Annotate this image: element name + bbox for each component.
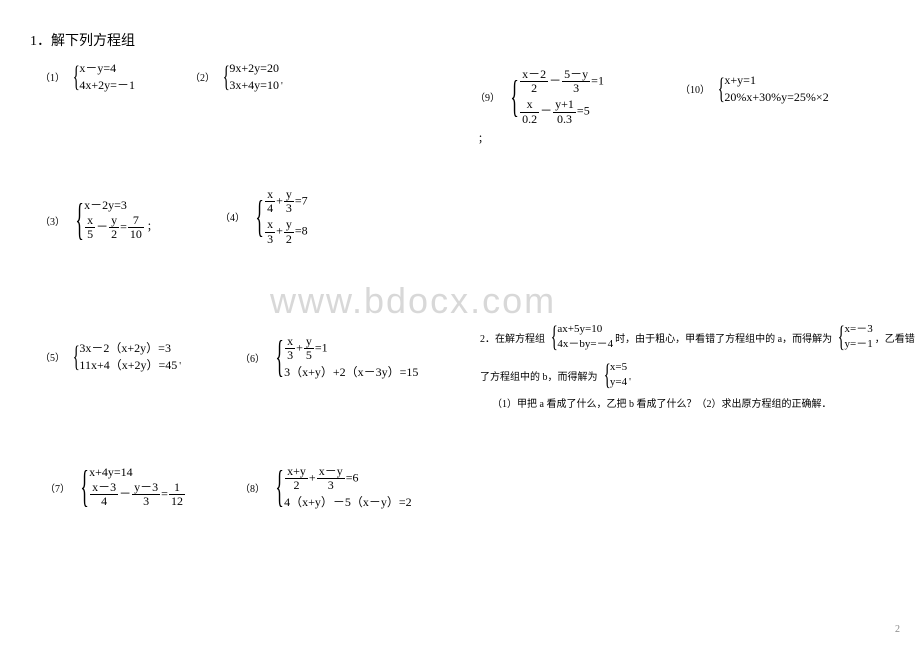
brace: { <box>838 322 845 352</box>
eq: 3x－2（x+2y）=3 <box>79 340 181 357</box>
label-6: （6） <box>240 350 265 365</box>
brace: { <box>510 75 518 119</box>
eq: x5－y2=710； <box>84 214 157 241</box>
brace: { <box>223 62 230 92</box>
q2-line2: 了方程组中的 b，而得解为 { x=5 y=4' <box>478 360 631 391</box>
eq: x+y=1 <box>724 72 828 89</box>
eq: 3x+4y=10' <box>229 77 282 94</box>
label-4: （4） <box>220 209 245 224</box>
brace: { <box>255 195 263 239</box>
problem-7: （7） { x+4y=14 x－34－y－33=112 <box>45 465 186 509</box>
brace: { <box>80 465 88 509</box>
eq: x－22－5－y3=1 <box>519 68 604 95</box>
watermark: www.bdocx.com <box>270 280 556 322</box>
brace: { <box>73 342 80 372</box>
page-title: 1．解下列方程组 <box>30 30 135 50</box>
text: ，乙看错 <box>875 330 915 345</box>
eq: x－34－y－33=112 <box>89 481 186 508</box>
brace: { <box>275 465 283 509</box>
text: （1）甲把 a 看成了什么，乙把 b 看成了什么？（2）求出原方程组的正确解． <box>492 395 831 410</box>
q2-line3: （1）甲把 a 看成了什么，乙把 b 看成了什么？（2）求出原方程组的正确解． <box>490 395 833 410</box>
eq: x－2y=3 <box>84 199 157 212</box>
brace: { <box>275 335 283 379</box>
brace: { <box>75 198 83 242</box>
eq: x0.2－y+10.3=5 <box>519 98 604 125</box>
problem-3: （3） { x－2y=3 x5－y2=710； <box>40 198 157 242</box>
eq: 4x－by=－4 <box>557 337 613 352</box>
label-5: （5） <box>40 349 65 364</box>
eq: x－y=4 <box>79 60 135 77</box>
brace: { <box>73 62 80 92</box>
label-2: （2） <box>190 69 215 84</box>
problem-2: （2） { 9x+2y=20 3x+4y=10' <box>190 60 283 94</box>
decorative-mark: ； <box>478 130 488 145</box>
eq: x=5 <box>610 360 631 375</box>
label-10: （10） <box>680 81 710 96</box>
page-number: 2 <box>895 624 900 635</box>
eq: y=4' <box>610 375 631 390</box>
problem-9: （9） { x－22－5－y3=1 x0.2－y+10.3=5 <box>475 68 604 126</box>
eq: x4+y3=7 <box>264 188 308 215</box>
eq: x=－3 <box>844 322 872 337</box>
label-3: （3） <box>40 213 65 228</box>
eq: y=－1 <box>844 337 872 352</box>
eq: x3+y5=1 <box>284 335 418 362</box>
eq: x+y2+x－y3=6 <box>284 465 412 492</box>
brace: { <box>551 322 558 352</box>
label-7: （7） <box>45 480 70 495</box>
label-1: （1） <box>40 69 65 84</box>
problem-10: （10） { x+y=1 20%x+30%y=25%×2 <box>680 72 829 106</box>
eq: 4（x+y）－5（x－y）=2 <box>284 496 412 509</box>
problem-8: （8） { x+y2+x－y3=6 4（x+y）－5（x－y）=2 <box>240 465 412 509</box>
eq: ax+5y=10 <box>557 322 613 337</box>
q2-line1: 2．在解方程组 { ax+5y=10 4x－by=－4 时，由于粗心，甲看错了方… <box>478 322 917 353</box>
problem-5: （5） { 3x－2（x+2y）=3 11x+4（x+2y）=45' <box>40 340 181 374</box>
label-9: （9） <box>475 89 500 104</box>
brace: { <box>718 74 725 104</box>
text: 了方程组中的 b，而得解为 <box>480 368 598 383</box>
text: 2．在解方程组 <box>480 330 545 345</box>
eq: 20%x+30%y=25%×2 <box>724 89 828 106</box>
label-8: （8） <box>240 480 265 495</box>
eq: x3+y2=8 <box>264 218 308 245</box>
eq: 3（x+y）+2（x－3y）=15 <box>284 366 418 379</box>
eq: 9x+2y=20 <box>229 60 282 77</box>
problem-1: （1） { x－y=4 4x+2y=－1 <box>40 60 135 94</box>
brace: { <box>603 360 610 390</box>
eq: 11x+4（x+2y）=45' <box>79 357 181 374</box>
eq: x+4y=14 <box>89 466 186 479</box>
text: 时，由于粗心，甲看错了方程组中的 a，而得解为 <box>615 330 832 345</box>
eq: 4x+2y=－1 <box>79 77 135 94</box>
problem-4: （4） { x4+y3=7 x3+y2=8 <box>220 188 308 246</box>
problem-6: （6） { x3+y5=1 3（x+y）+2（x－3y）=15 <box>240 335 418 379</box>
